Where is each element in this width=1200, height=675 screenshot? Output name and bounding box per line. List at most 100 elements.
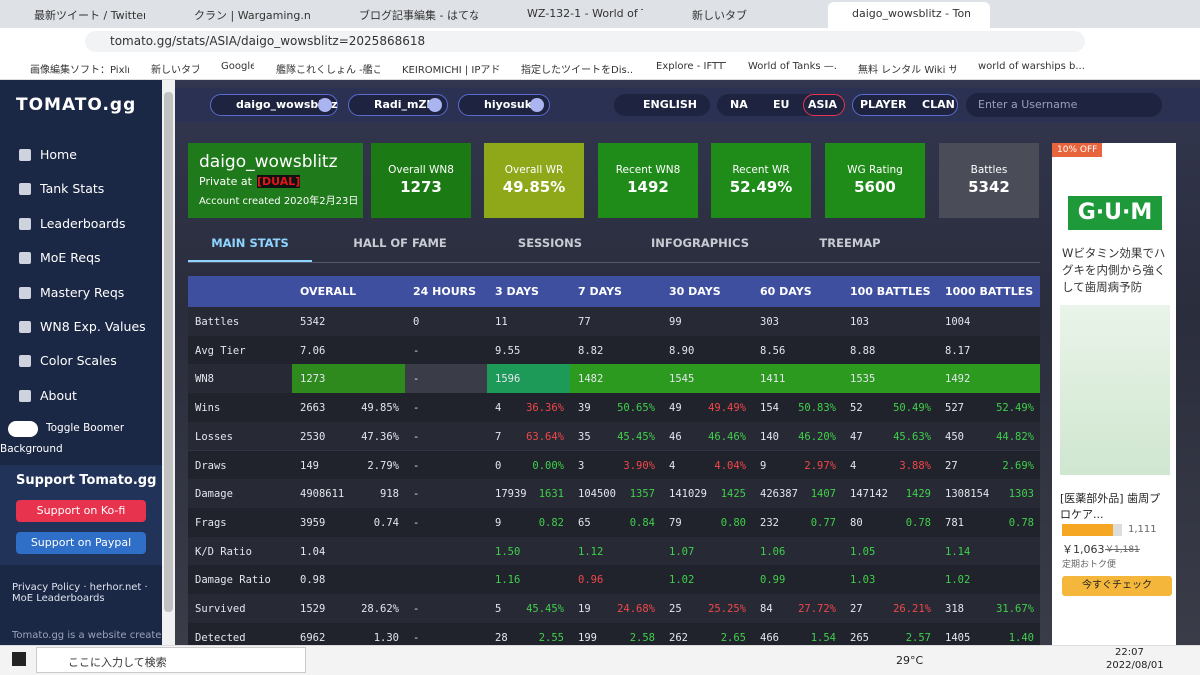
cell-secondary: 49.49% [708,402,746,415]
region-active [803,94,845,116]
bookmark[interactable]: Google [221,61,254,72]
cell-value: 1.02 [669,574,695,587]
cell-secondary: 2.55 [538,631,564,644]
cell-secondary: 0.74 [373,516,399,529]
bookmark[interactable]: 指定したツイートをDis... [521,65,634,76]
cell-value: 1.05 [850,545,876,558]
cell-value: 0.96 [578,574,604,587]
cell-secondary: 0.78 [1008,516,1034,529]
region-button[interactable]: EU [773,98,790,111]
cell-value: 1.07 [669,545,695,558]
url: tomato.gg/stats/ASIA/daigo_wowsblitz=202… [110,34,426,48]
cell-secondary: 52.49% [996,402,1034,415]
stat-value: 1273 [400,178,442,196]
toggle-label: Toggle Boomer [46,422,125,434]
tab[interactable]: INFOGRAPHICS [651,236,749,250]
mode-button[interactable]: CLAN [922,98,955,111]
cell-value: 1482 [578,373,604,386]
stat-card [484,143,584,218]
search-box[interactable] [966,93,1162,117]
row-label: Draws [195,459,227,472]
cell-value: 1529 [300,603,326,615]
cell-value: - [413,516,420,529]
region-button[interactable]: NA [730,98,748,111]
address-bar[interactable] [85,31,1085,52]
support-button[interactable] [16,532,146,554]
nav-link[interactable]: MoE Reqs [40,250,101,266]
player-chip[interactable] [348,94,448,116]
cell-value: 154 [760,402,779,415]
cell-value: 265 [850,631,869,644]
mode-group [852,94,958,116]
ad-image [1060,305,1170,475]
cell-secondary: 3.88% [899,459,931,472]
tab[interactable]: HALL OF FAME [353,236,447,250]
stat-label: Recent WN8 [615,164,681,176]
stat-value: 1492 [627,178,669,196]
bookmark[interactable]: 新しいタブ [151,65,199,76]
tab[interactable]: SESSIONS [517,236,583,250]
cell-secondary: 46.46% [708,430,746,443]
tab-title: WZ-132-1 - World of Tanks [527,7,643,20]
mode-button[interactable]: PLAYER [860,98,907,111]
bookmark[interactable]: KEIROMICHI | IPアド... [402,65,499,76]
cell-value: 28 [495,631,508,644]
cell-value: 39 [578,402,591,415]
language-button[interactable] [614,94,710,116]
search-placeholder: Enter a Username [978,98,1078,111]
tab-title: ブログ記事編集 - はてなブログ [359,9,478,22]
nav-link[interactable]: Tank Stats [40,181,105,197]
footer-note: Tomato.gg is a website created [12,630,168,641]
cell-value: 1596 [495,373,521,386]
remove-icon[interactable] [530,98,544,112]
profile-status: Private at [199,175,252,188]
language-label: ENGLISH [643,98,697,111]
ad-cta[interactable]: 今すぐチェック [1062,576,1172,596]
nav-link[interactable]: Mastery Reqs [40,284,125,300]
table-row [188,507,1040,537]
cell-secondary: 2.97% [804,459,836,472]
tab-title: 新しいタブ [692,9,747,22]
column-header: OVERALL [300,285,357,298]
remove-icon[interactable] [318,98,332,112]
bookmarks-bar [0,55,1200,80]
remove-icon[interactable] [428,98,442,112]
stat-value: 52.49% [729,178,793,196]
table-row [188,594,1040,623]
tab[interactable]: TREEMAP [819,236,881,250]
bookmark[interactable]: world of warships b... [978,61,1085,72]
nav-link[interactable]: Leaderboards [40,215,126,231]
cell-secondary: 1407 [810,488,836,501]
cell-value: 262 [669,631,688,644]
browser-tab[interactable] [828,2,990,28]
cell-value: 1273 [300,373,326,386]
cell-value: 79 [669,516,682,529]
region-button[interactable]: ASIA [808,98,838,111]
nav-link[interactable]: About [40,387,77,403]
nav-link[interactable]: Home [40,147,77,162]
cell-secondary: 63.64% [526,430,564,443]
taskbar-search[interactable] [36,647,306,673]
cell-secondary: 24.68% [617,603,655,615]
player-chip[interactable] [458,94,550,116]
tab[interactable]: MAIN STATS [211,236,289,250]
bookmark[interactable]: 艦隊これくしょん -艦こ... [276,65,380,76]
toggle-switch[interactable] [8,421,38,437]
nav-link[interactable]: WN8 Exp. Values [40,319,146,334]
player-chip[interactable] [210,94,338,116]
start-button[interactable] [12,652,26,666]
bookmark[interactable]: 画像編集ソフト：Pixlr... [30,65,129,76]
cell-secondary: 27.72% [798,603,836,615]
bookmark[interactable]: 無料 レンタル Wiki サ... [858,65,956,76]
column-header: 100 BATTLES [850,285,931,298]
stat-label: WG Rating [847,164,903,176]
wn8-cell [570,364,661,394]
cell-value: 1.12 [578,545,604,558]
bookmark[interactable]: World of Tanks —... [748,61,836,72]
cell-value: 149 [300,459,319,472]
nav-link[interactable]: Color Scales [40,353,117,369]
cell-value: 5 [495,603,502,615]
support-button[interactable] [16,500,146,522]
stat-card [371,143,471,218]
bookmark[interactable]: Explore - IFTTT [656,61,726,72]
